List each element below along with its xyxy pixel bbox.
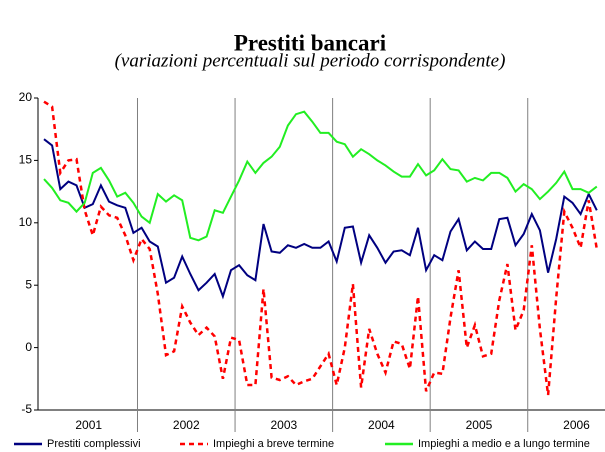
y-tick-label: 20	[19, 90, 33, 104]
series-line	[43, 100, 599, 396]
y-tick-label: 10	[19, 215, 33, 229]
y-tick-label: 15	[19, 153, 33, 167]
y-tick-label: 5	[25, 277, 32, 291]
x-tick-label: 2006	[563, 418, 590, 432]
y-tick-label: -5	[21, 402, 32, 416]
chart-subtitle: (variazioni percentuali sul periodo corr…	[115, 50, 506, 71]
x-tick-label: 2004	[368, 418, 395, 432]
series-line	[43, 110, 598, 242]
x-tick-label: 2005	[466, 418, 493, 432]
legend-label: Impieghi a medio e a lungo termine	[418, 438, 590, 450]
chart-title: Prestiti bancari	[234, 30, 387, 55]
legend-label: Impieghi a breve termine	[213, 438, 334, 450]
x-tick-label: 2002	[173, 418, 200, 432]
x-tick-label: 2001	[75, 418, 102, 432]
x-tick-label: 2003	[270, 418, 297, 432]
series-line	[43, 138, 598, 300]
y-tick-label: 0	[25, 340, 32, 354]
legend-label: Prestiti complessivi	[47, 438, 141, 450]
